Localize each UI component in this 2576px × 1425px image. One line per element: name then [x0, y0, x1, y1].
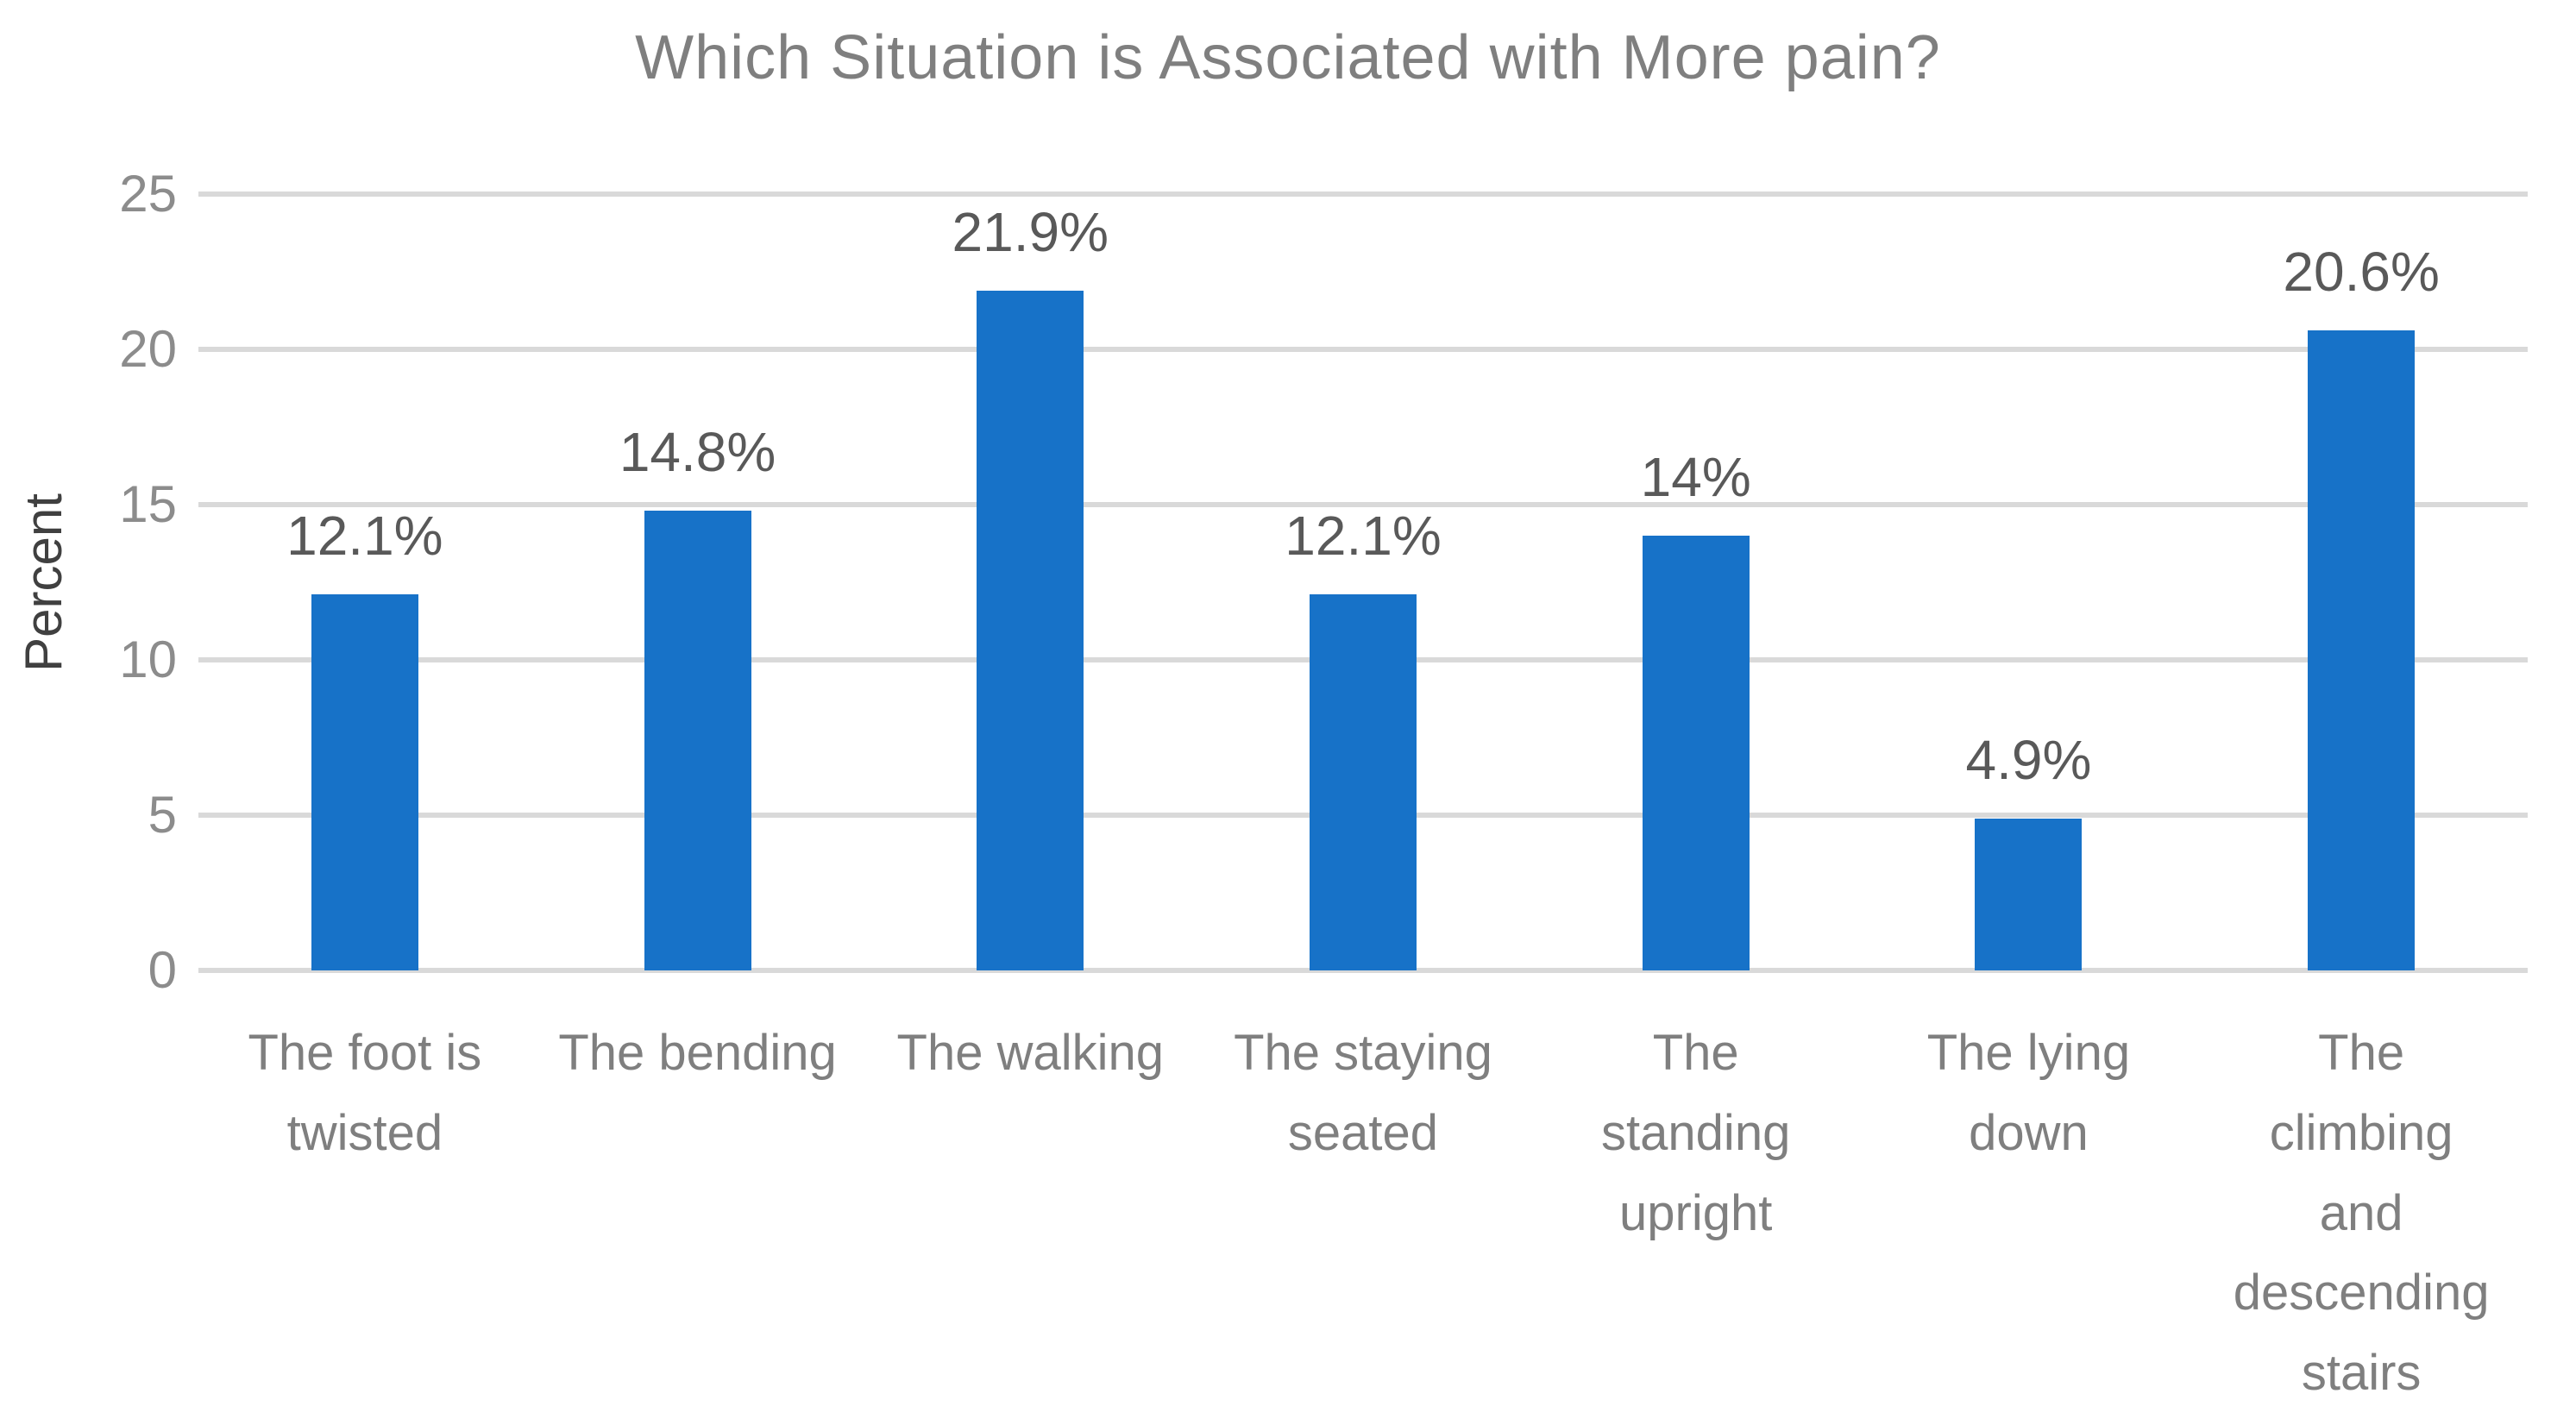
gridline	[198, 347, 2528, 352]
bars-layer: 12.1% 14.8% 21.9% 12.1% 14% 4.9% 20.6%	[198, 194, 2528, 970]
category-label-line: The bending	[558, 1025, 837, 1081]
category-label-line: twisted	[286, 1104, 443, 1161]
y-tick-label: 25	[119, 165, 177, 223]
bar	[1642, 536, 1750, 970]
category-label: The bending	[531, 1014, 864, 1094]
chart-title: Which Situation is Associated with More …	[635, 23, 1941, 92]
bar	[977, 290, 1084, 970]
category-label-line: upright	[1619, 1184, 1773, 1241]
bar-column: 20.6%	[2195, 194, 2528, 970]
category-label-line: down	[1969, 1104, 2089, 1161]
category-label-line: climbing	[2269, 1104, 2453, 1161]
category-label: The standing upright	[1530, 1014, 1863, 1253]
bar-value-label: 12.1%	[286, 505, 443, 568]
bar-column: 12.1%	[1197, 194, 1530, 970]
gridline	[198, 968, 2528, 973]
category-label-line: standing	[1601, 1104, 1791, 1161]
bar	[644, 511, 751, 970]
bar-value-label: 12.1%	[1285, 505, 1442, 568]
category-label-line: and	[2319, 1184, 2403, 1241]
category-label: The lying down	[1863, 1014, 2196, 1174]
category-label-line: The walking	[896, 1025, 1165, 1081]
plot-area: 12.1% 14.8% 21.9% 12.1% 14% 4.9% 20.6%	[198, 191, 2528, 973]
bar	[311, 594, 418, 970]
bar-value-label: 14%	[1640, 446, 1751, 508]
bar	[1975, 818, 2083, 970]
bar-column: 14.8%	[531, 194, 864, 970]
category-label-line: The	[1652, 1025, 1739, 1081]
category-label-line: stairs	[2301, 1345, 2422, 1402]
bar-column: 21.9%	[864, 194, 1197, 970]
bar-column: 12.1%	[198, 194, 531, 970]
category-label-line: seated	[1287, 1104, 1439, 1161]
category-label: The staying seated	[1197, 1014, 1530, 1174]
bar-value-label: 21.9%	[952, 200, 1109, 263]
y-tick-label: 10	[119, 631, 177, 688]
category-label: The climbing and descending stairs	[2195, 1014, 2528, 1414]
gridline	[198, 191, 2528, 197]
category-label: The foot is twisted	[198, 1014, 531, 1174]
category-label: The walking	[864, 1014, 1197, 1094]
category-label-line: The	[2318, 1025, 2405, 1081]
bar-column: 4.9%	[1863, 194, 2196, 970]
bar-value-label: 4.9%	[1965, 728, 2092, 791]
bar	[1309, 594, 1417, 970]
category-label-line: The staying	[1234, 1025, 1492, 1081]
y-axis-tick-labels: 0 5 10 15 20 25	[60, 168, 177, 996]
category-label-line: descending	[2233, 1265, 2490, 1321]
y-tick-label: 15	[119, 475, 177, 533]
category-label-line: The lying	[1926, 1025, 2131, 1081]
y-tick-label: 20	[119, 320, 177, 378]
bar	[2308, 330, 2416, 970]
bar-value-label: 20.6%	[2283, 241, 2440, 304]
bar-column: 14%	[1530, 194, 1863, 970]
gridline	[198, 502, 2528, 507]
bar-value-label: 14.8%	[619, 421, 776, 484]
y-tick-label: 0	[148, 941, 177, 999]
y-tick-label: 5	[148, 786, 177, 844]
category-label-line: The foot is	[248, 1025, 482, 1081]
